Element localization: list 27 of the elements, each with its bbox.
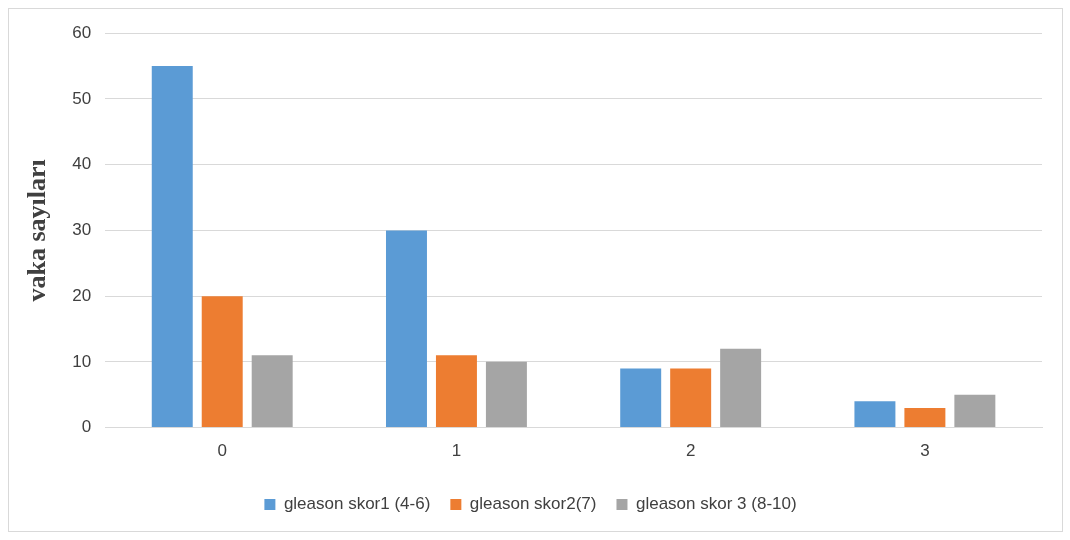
legend-label: gleason skor1 (4-6) <box>283 494 431 514</box>
bar <box>151 66 193 428</box>
y-axis-title: vaka sayıları <box>22 159 52 302</box>
y-tick-label: 0 <box>81 417 92 437</box>
y-tick-label: 40 <box>72 154 92 174</box>
x-tick-label: 2 <box>685 441 696 461</box>
bar <box>201 296 243 428</box>
bar <box>385 230 427 428</box>
legend-label: gleason skor2(7) <box>469 494 597 514</box>
bar <box>485 361 527 428</box>
bar <box>720 348 762 428</box>
x-tick-label: 0 <box>217 441 227 461</box>
bar <box>435 355 477 428</box>
x-tick-label: 3 <box>920 441 930 461</box>
bar <box>670 368 712 428</box>
bar <box>954 394 996 428</box>
y-tick-label: 50 <box>72 88 92 108</box>
bar <box>904 407 946 428</box>
y-tick-label: 10 <box>72 351 92 371</box>
legend-label: gleason skor 3 (8-10) <box>635 494 797 514</box>
y-tick-label: 60 <box>72 22 92 42</box>
y-tick-label: 20 <box>72 285 92 305</box>
bar <box>620 368 662 428</box>
bar <box>251 355 293 428</box>
y-tick-label: 30 <box>72 220 92 240</box>
bar <box>854 401 896 428</box>
x-tick-label: 1 <box>451 441 462 461</box>
